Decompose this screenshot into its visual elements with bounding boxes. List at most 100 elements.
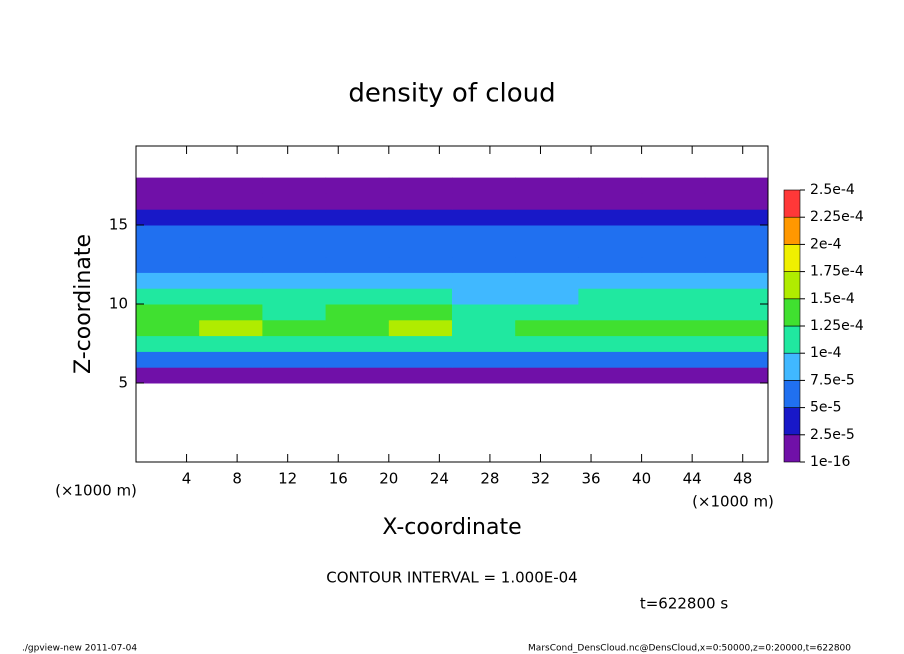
cell <box>641 335 706 352</box>
cell <box>388 209 453 226</box>
cell <box>136 225 200 242</box>
cell <box>515 256 579 273</box>
cell <box>262 225 327 242</box>
cell <box>704 209 769 226</box>
cell <box>515 193 579 210</box>
cell <box>388 335 453 352</box>
cell <box>199 209 263 226</box>
cell <box>641 351 706 368</box>
colorbar-swatch <box>783 271 801 300</box>
cell <box>578 225 643 242</box>
y-axis-label: Z-coordinate <box>71 234 96 374</box>
cell <box>199 240 263 258</box>
y-unit: (×1000 m) <box>55 482 137 500</box>
cell <box>704 304 769 321</box>
y-tick-label: 10 <box>109 295 128 313</box>
cell <box>578 319 643 337</box>
cell <box>199 177 263 194</box>
colorbar-label: 1e-16 <box>810 454 850 470</box>
cell <box>325 240 390 258</box>
cell <box>515 351 579 368</box>
cell <box>262 177 327 194</box>
cell <box>136 367 200 384</box>
cell <box>325 351 390 368</box>
cell <box>325 367 390 384</box>
cell <box>578 272 643 289</box>
cell <box>452 240 516 258</box>
cell <box>262 351 327 368</box>
cell <box>515 272 579 289</box>
cell <box>704 256 769 273</box>
colorbar-label: 1e-4 <box>810 345 842 361</box>
cell <box>452 177 516 194</box>
cell <box>388 319 453 337</box>
cell <box>515 288 579 305</box>
cell <box>704 335 769 352</box>
cell <box>641 288 706 305</box>
cell <box>578 240 643 258</box>
cell <box>515 335 579 352</box>
cell <box>388 367 453 384</box>
cell <box>452 335 516 352</box>
x-axis-label: X-coordinate <box>382 515 521 540</box>
cell <box>136 193 200 210</box>
cell <box>515 209 579 226</box>
colorbar-label: 2e-4 <box>810 236 842 252</box>
cell <box>578 177 643 194</box>
cell <box>452 304 516 321</box>
cell <box>325 304 390 321</box>
cell <box>325 209 390 226</box>
x-tick-label: 24 <box>430 470 449 488</box>
cell <box>199 272 263 289</box>
cell <box>578 335 643 352</box>
cell <box>578 351 643 368</box>
cell <box>452 193 516 210</box>
cell <box>641 272 706 289</box>
cell <box>515 177 579 194</box>
cell <box>199 367 263 384</box>
cell <box>704 351 769 368</box>
x-tick-label: 40 <box>632 470 651 488</box>
y-tick-label: 15 <box>109 216 128 234</box>
cell <box>262 288 327 305</box>
cell <box>325 319 390 337</box>
colorbar-label: 2.5e-4 <box>810 182 855 198</box>
cell <box>452 209 516 226</box>
cell <box>578 304 643 321</box>
cell <box>199 288 263 305</box>
cell <box>388 193 453 210</box>
cell <box>262 209 327 226</box>
cell <box>452 351 516 368</box>
x-tick-label: 36 <box>581 470 600 488</box>
cell <box>704 367 769 384</box>
colorbar-swatch <box>783 189 801 218</box>
cell <box>641 209 706 226</box>
cell <box>578 288 643 305</box>
cell <box>388 240 453 258</box>
cell <box>641 193 706 210</box>
x-tick-label: 16 <box>329 470 348 488</box>
cell <box>388 351 453 368</box>
cell <box>515 240 579 258</box>
cell <box>136 209 200 226</box>
cell <box>262 193 327 210</box>
cell <box>578 193 643 210</box>
cell <box>704 225 769 242</box>
cell <box>136 240 200 258</box>
cell <box>262 367 327 384</box>
cell <box>515 304 579 321</box>
cell <box>388 288 453 305</box>
cell <box>452 272 516 289</box>
cell <box>388 304 453 321</box>
cell <box>388 177 453 194</box>
cell <box>452 288 516 305</box>
cell <box>136 177 200 194</box>
cell <box>325 193 390 210</box>
cell <box>325 272 390 289</box>
cell <box>515 225 579 242</box>
annotation: CONTOUR INTERVAL = 1.000E-04 <box>326 569 577 587</box>
cell <box>136 319 200 337</box>
cell <box>578 256 643 273</box>
cell <box>452 225 516 242</box>
cell <box>641 177 706 194</box>
